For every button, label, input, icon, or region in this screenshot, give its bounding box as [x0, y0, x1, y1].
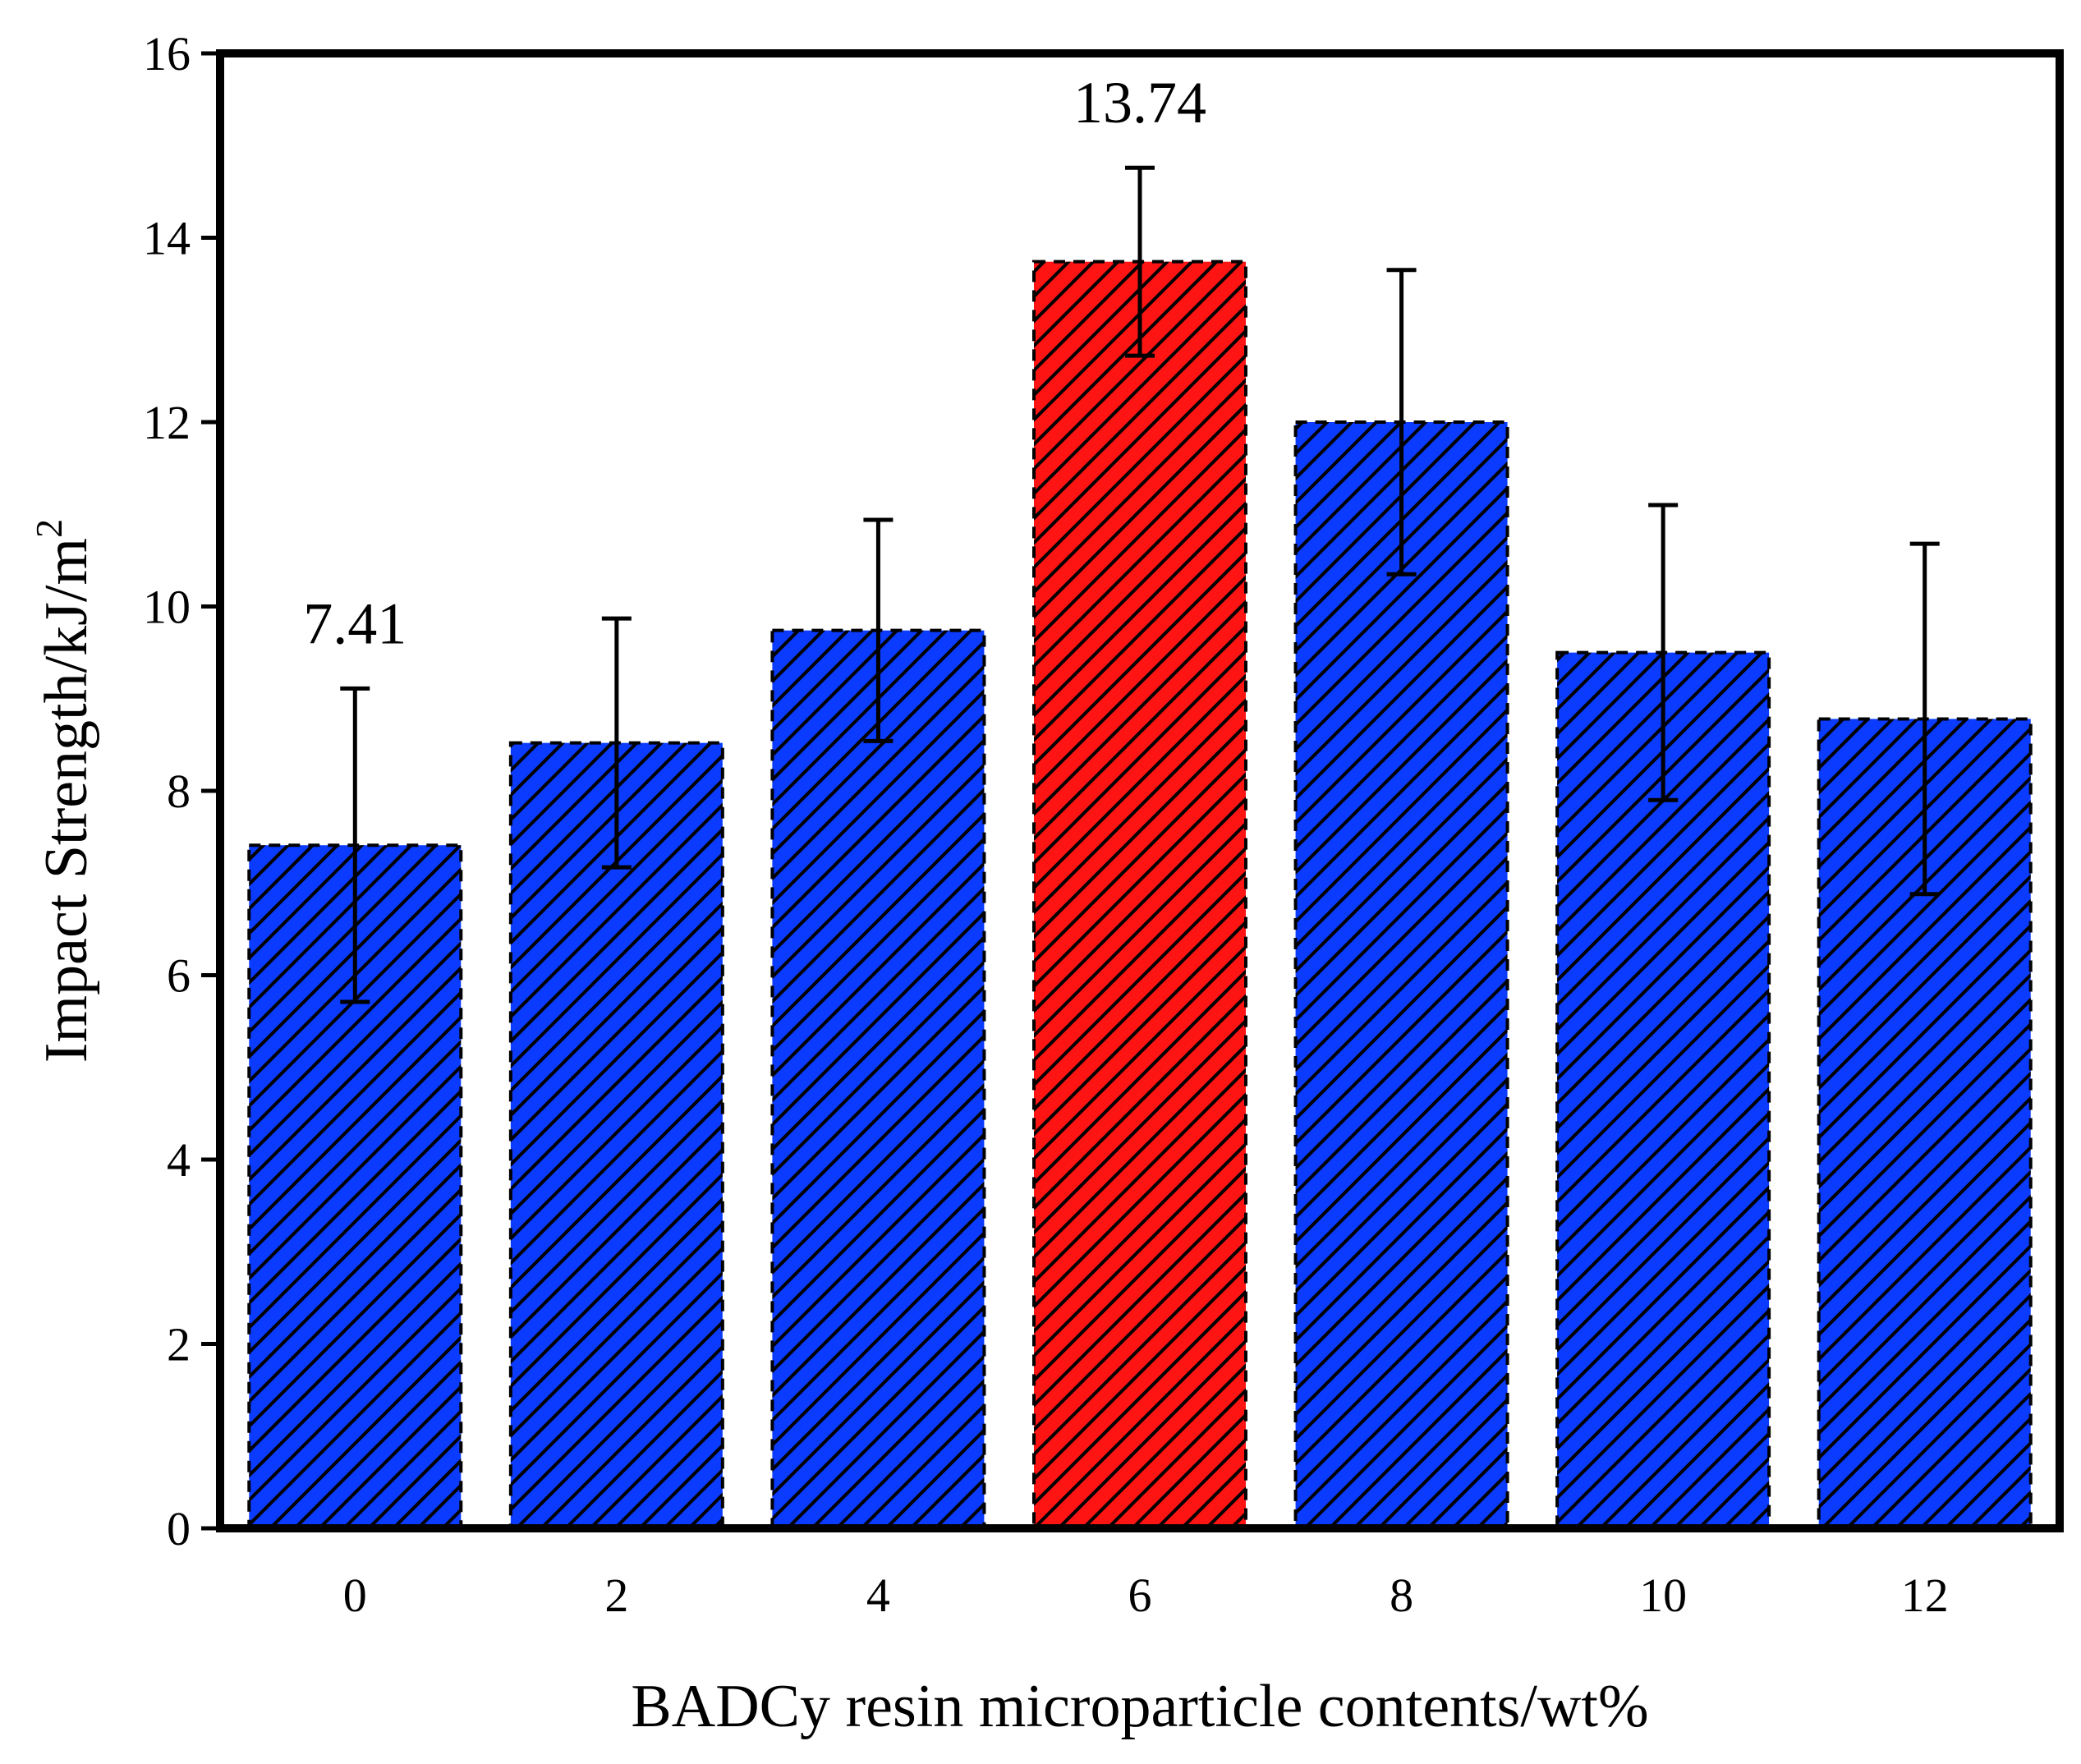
bar-hatch: [770, 628, 986, 1530]
error-bar-6: [1125, 165, 1155, 358]
y-tick-label: 10: [143, 581, 191, 634]
x-tick-label: 8: [1390, 1569, 1413, 1622]
y-axis-title-superscript: 2: [28, 519, 70, 538]
y-axis-title: Impact Strength/kJ/m2: [28, 519, 100, 1063]
x-axis: 0 2 4 6 8 10 12: [343, 1569, 1949, 1622]
y-axis-title-main: Impact Strength/kJ/m: [33, 538, 100, 1063]
error-bar-4: [863, 517, 893, 743]
bar-6: [1032, 260, 1247, 1530]
x-tick-label: 12: [1901, 1569, 1949, 1622]
data-label: 13.74: [1073, 70, 1206, 136]
x-tick-label: 10: [1639, 1569, 1687, 1622]
error-bar-2: [601, 616, 632, 870]
error-bars-layer: [340, 165, 1940, 1004]
y-tick-label: 4: [167, 1133, 191, 1187]
y-tick-label: 2: [167, 1318, 191, 1371]
x-tick-label: 4: [866, 1569, 890, 1622]
bars-layer: [247, 260, 2033, 1531]
x-tick-label: 6: [1128, 1569, 1152, 1622]
y-tick-label: 12: [143, 396, 191, 449]
y-axis: 0 2 4 6 8 10 12 14 16: [143, 27, 220, 1555]
x-axis-title: BADCy resin microparticle contents/wt%: [631, 1673, 1648, 1740]
bar-8: [1293, 420, 1509, 1530]
data-label: 7.41: [303, 590, 407, 656]
x-tick-label: 2: [604, 1569, 628, 1622]
error-bar-8: [1386, 268, 1417, 577]
y-tick-label: 0: [167, 1502, 191, 1555]
bar-hatch: [1293, 420, 1509, 1530]
error-bar-10: [1648, 503, 1679, 802]
error-bar-0: [340, 686, 370, 1004]
error-bar-12: [1909, 541, 1940, 897]
y-tick-label: 16: [143, 27, 191, 80]
bar-hatch: [1032, 260, 1247, 1530]
x-tick-label: 0: [343, 1569, 367, 1622]
y-tick-label: 8: [167, 765, 191, 818]
y-tick-label: 6: [167, 949, 191, 1003]
bar-4: [770, 628, 986, 1530]
data-labels: 7.41 13.74: [303, 70, 1206, 656]
y-tick-label: 14: [143, 212, 191, 265]
